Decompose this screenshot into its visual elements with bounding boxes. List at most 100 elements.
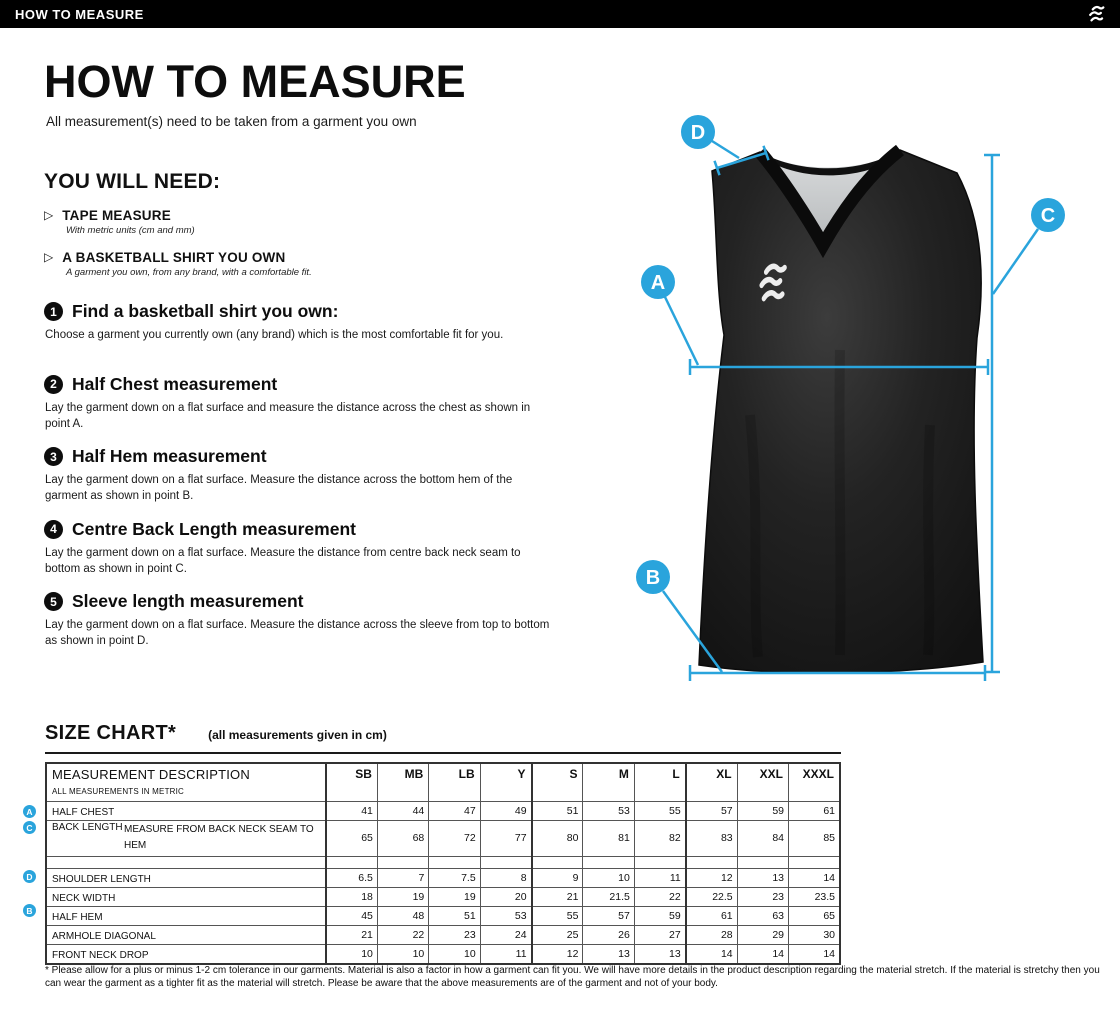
- steps-list: 1 Find a basketball shirt you own: Choose …: [44, 301, 574, 664]
- size-value-cell: 48: [376, 905, 430, 926]
- step-5: 5 Sleeve length measurement Lay the garmen…: [44, 591, 574, 664]
- size-value-cell: 53: [479, 905, 533, 926]
- step-title: Half Chest measurement: [72, 373, 278, 394]
- step-title: Centre Back Length measurement: [72, 518, 356, 539]
- size-value-cell: 14: [684, 943, 738, 964]
- size-value-cell: 18: [324, 886, 378, 907]
- size-value-cell: 28: [684, 924, 738, 945]
- measurement-label-cell: HALF HEM: [45, 905, 327, 926]
- size-value-cell: 14: [736, 943, 790, 964]
- size-value-cell: 14: [788, 943, 841, 964]
- measurement-note: MEASURE FROM BACK NECK SEAM TO HEM: [124, 824, 314, 851]
- size-value-cell: 51: [428, 905, 481, 926]
- size-value-cell: 24: [479, 924, 533, 945]
- size-value-cell: 29: [736, 924, 790, 945]
- step-description: Lay the garment down on a flat surface. …: [45, 474, 513, 503]
- annotation-b-label: B: [646, 567, 660, 589]
- table-row: FRONT NECK DROP 10 10 10 11 12 13 13 14 14 14: [45, 943, 841, 964]
- size-value-cell: 47: [428, 800, 481, 821]
- column-header-size: XXXL: [788, 762, 841, 802]
- size-value-cell: 7.5: [428, 867, 481, 888]
- size-value-cell: 14: [788, 867, 841, 888]
- column-header-size: LB: [428, 762, 481, 802]
- size-value-cell: 23.5: [788, 886, 841, 907]
- size-chart-units-note: (all measurements given in cm): [208, 728, 387, 742]
- size-chart-section: SIZE CHART* (all measurements given in c…: [45, 722, 845, 965]
- measurement-label: HALF HEM: [52, 911, 103, 923]
- size-value-cell: 44: [376, 800, 430, 821]
- annotation-c-badge: [1031, 198, 1065, 232]
- you-will-need-heading: YOU WILL NEED:: [44, 170, 221, 193]
- table-row: ARMHOLE DIAGONAL 21 22 23 24 25 26 27 28 29 30: [45, 924, 841, 945]
- size-value-cell: 41: [324, 800, 378, 821]
- size-value-cell: 85: [788, 819, 841, 857]
- column-header-description: MEASUREMENT DESCRIPTION ALL MEASUREMENTS …: [45, 762, 327, 802]
- step-number-badge: 4: [44, 519, 63, 539]
- measurement-label: SHOULDER LENGTH: [52, 873, 151, 885]
- size-value-cell: 10: [428, 943, 481, 964]
- size-value-cell: 61: [684, 905, 738, 926]
- size-value-cell: 72: [428, 819, 481, 857]
- size-value-cell: 19: [428, 886, 481, 907]
- table-row: BACK LENGTH MEASURE FROM BACK NECK SEAM T…: [45, 819, 841, 857]
- table-row: NECK WIDTH 18 19 19 20 21 21.5 22 22.5 23 23.5: [45, 886, 841, 907]
- step-description: Choose a garment you currently own (any …: [45, 329, 504, 341]
- size-value-cell: 22: [376, 924, 430, 945]
- size-value-cell: 27: [633, 924, 687, 945]
- measurement-label-cell: HALF CHEST: [45, 800, 327, 821]
- column-header-size: S: [530, 762, 584, 802]
- column-header-size: L: [633, 762, 687, 802]
- size-value-cell: 22: [633, 886, 687, 907]
- need-item-detail: With metric units (cm and mm): [66, 225, 195, 236]
- page-title: HOW TO MEASURE: [44, 56, 466, 107]
- step-1: 1 Find a basketball shirt you own: Choose …: [44, 301, 574, 374]
- size-value-cell: 80: [530, 819, 584, 857]
- size-value-cell: 12: [530, 943, 584, 964]
- table-row-badge-b: B: [23, 904, 36, 917]
- size-value-cell: 57: [582, 905, 635, 926]
- annotation-d-badge: [681, 115, 715, 149]
- header-title: HOW TO MEASURE: [15, 6, 144, 22]
- measurement-line-b: [661, 590, 987, 681]
- size-value-cell: 55: [530, 905, 584, 926]
- size-value-cell: 21: [530, 886, 584, 907]
- page-subtitle: All measurement(s) need to be taken from…: [46, 114, 417, 130]
- size-value-cell: 65: [324, 819, 378, 857]
- measurement-label: NECK WIDTH: [52, 892, 116, 904]
- size-value-cell: 51: [530, 800, 584, 821]
- step-3: 3 Half Hem measurement Lay the garment dow…: [44, 446, 574, 519]
- table-row-badge-d: D: [23, 870, 36, 883]
- size-value-cell: 21.5: [582, 886, 635, 907]
- measurement-label-cell: ARMHOLE DIAGONAL: [45, 924, 327, 945]
- step-description: Lay the garment down on a flat surface. …: [45, 619, 550, 648]
- measurement-label: FRONT NECK DROP: [52, 949, 149, 961]
- measurement-line-d: [711, 139, 770, 176]
- size-value-cell: 53: [582, 800, 635, 821]
- size-value-cell: 6.5: [324, 867, 378, 888]
- table-row: SHOULDER LENGTH 6.5 7 7.5 8 9 10 11 12 13 14: [45, 867, 841, 888]
- step-title: Sleeve length measurement: [72, 591, 304, 611]
- size-value-cell: 11: [479, 943, 533, 964]
- jersey-illustration: A B C D: [600, 95, 1120, 710]
- size-value-cell: 59: [633, 905, 687, 926]
- size-value-cell: 77: [479, 819, 533, 857]
- size-value-cell: 11: [633, 867, 687, 888]
- size-value-cell: 10: [582, 867, 635, 888]
- measurement-line-c: [984, 153, 1040, 674]
- annotation-c-label: C: [1041, 205, 1055, 227]
- table-row: HALF CHEST 41 44 47 49 51 53 55 57 59 61: [45, 800, 841, 821]
- metric-note-label: ALL MEASUREMENTS IN METRIC: [52, 787, 185, 796]
- size-value-cell: 25: [530, 924, 584, 945]
- column-header-size: SB: [324, 762, 378, 802]
- size-value-cell: 10: [324, 943, 378, 964]
- size-value-cell: 23: [428, 924, 481, 945]
- step-title: Half Hem measurement: [72, 446, 267, 466]
- annotation-b-badge: [636, 560, 670, 594]
- column-header-size: XXL: [736, 762, 790, 802]
- size-value-cell: 61: [788, 800, 841, 821]
- you-will-need-section: YOU WILL NEED: ▷ TAPE MEASURE With metric …: [44, 170, 584, 278]
- column-header-size: MB: [376, 762, 430, 802]
- step-description: Lay the garment down on a flat surface. …: [45, 546, 521, 575]
- size-value-cell: 13: [633, 943, 687, 964]
- description-header-label: MEASUREMENT DESCRIPTION: [52, 767, 250, 782]
